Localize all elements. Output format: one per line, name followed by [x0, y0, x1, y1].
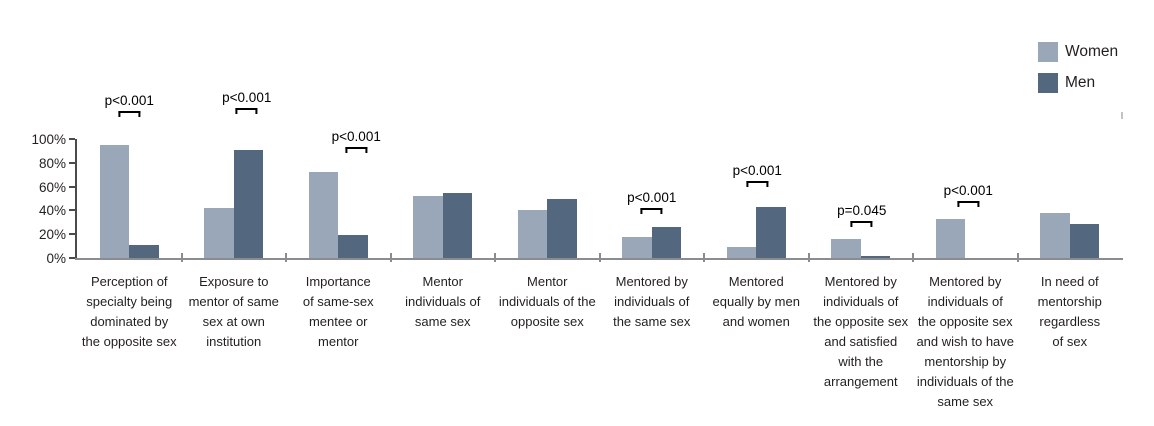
category-label: Mentored by individuals of the opposite … [813, 274, 909, 389]
significance-bracket [345, 147, 368, 153]
bar-group: p<0.001 [913, 139, 1018, 258]
p-value-annotation: p<0.001 [105, 93, 154, 117]
bar-women [831, 238, 861, 258]
bar-group [495, 139, 600, 258]
x-axis-tick [807, 253, 810, 262]
category-label: Mentored by individuals of the same sex [613, 274, 691, 329]
p-value-label: p=0.045 [837, 203, 887, 218]
y-axis-line [75, 139, 77, 260]
y-axis-tick-label: 0% [46, 251, 66, 266]
x-axis-tick [389, 253, 392, 262]
significance-bracket [957, 201, 980, 207]
legend-label-women: Women [1065, 43, 1119, 60]
p-value-label: p<0.001 [104, 93, 154, 108]
y-axis-tick [69, 209, 75, 212]
y-axis-tick [69, 233, 75, 236]
x-axis-tick [180, 253, 183, 262]
y-axis-tick-label: 100% [31, 132, 66, 147]
bar-men [233, 149, 264, 258]
category-label: Perception of specialty being dominated … [81, 274, 177, 349]
legend-label-men: Men [1065, 74, 1096, 91]
x-axis-tick [285, 253, 287, 262]
plot-area: p<0.001 p<0.001 p<0.001 p<0.001 p<0.001 p=0.0… [77, 90, 1123, 258]
legend: Women Men [1038, 42, 1118, 104]
significance-bracket [118, 111, 141, 117]
bar-men [860, 255, 891, 258]
category-label: Exposure to mentor of same sex at own in… [188, 274, 279, 349]
bar-group: p<0.001 [704, 139, 809, 258]
stray-artifact-mark [1121, 112, 1123, 119]
category-label: In need of mentorship regardless of sex [1037, 274, 1102, 349]
bar-group: p=0.045 [809, 139, 914, 258]
bar-women [204, 208, 234, 258]
y-axis-tick-label: 20% [38, 227, 66, 243]
x-axis-tick [494, 253, 496, 262]
category-label: Mentored by individuals of the opposite … [916, 274, 1015, 409]
category-label: Importance of same-sex mentee or mentor [302, 274, 374, 349]
x-axis-tick [1016, 253, 1019, 262]
p-value-annotation: p<0.001 [733, 163, 782, 187]
bar-men [651, 227, 682, 258]
bar-men [442, 192, 473, 258]
bar-women [413, 196, 443, 258]
y-axis-tick [69, 138, 75, 140]
p-value-label: p<0.001 [943, 183, 993, 198]
y-axis-tick-label: 80% [38, 155, 66, 171]
significance-bracket [746, 181, 769, 187]
x-axis-tick [912, 253, 914, 262]
men-color-swatch [1038, 73, 1058, 93]
bar-men [756, 206, 786, 258]
bar-women [517, 210, 548, 258]
bar-group: p<0.001 [77, 93, 182, 258]
y-axis-tick [69, 257, 75, 259]
bar-group [1018, 139, 1123, 258]
y-axis-tick-label: 60% [38, 179, 66, 195]
y-axis-tick [69, 185, 75, 188]
bar-women [622, 236, 652, 258]
bar-group: p<0.001 [286, 129, 391, 258]
y-axis-tick-label: 40% [38, 203, 66, 219]
p-value-annotation: p<0.001 [222, 90, 271, 114]
significance-bracket [640, 208, 663, 214]
bar-women [935, 218, 966, 258]
legend-item-women: Women [1038, 42, 1118, 62]
category-label: Mentor individuals of same sex [405, 274, 481, 329]
p-value-annotation: p<0.001 [332, 129, 381, 153]
significance-bracket [850, 221, 873, 227]
p-value-annotation: p<0.001 [627, 190, 676, 214]
x-axis-tick [703, 253, 705, 262]
bar-group [391, 139, 496, 258]
significance-bracket [235, 108, 258, 114]
bar-women [308, 172, 339, 258]
bar-group: p<0.001 [182, 90, 287, 258]
p-value-label: p<0.001 [732, 163, 782, 178]
p-value-label: p<0.001 [222, 90, 272, 105]
bar-men [547, 198, 577, 258]
bar-women [1040, 212, 1070, 258]
bar-men [1069, 223, 1100, 258]
women-color-swatch [1038, 42, 1058, 62]
bar-group: p<0.001 [600, 139, 705, 258]
category-label: Mentor individuals of the opposite sex [498, 274, 596, 329]
category-label: Mentored equally by men and women [712, 274, 800, 329]
x-axis-tick [598, 253, 601, 262]
category-label-row: Perception of specialty being dominated … [77, 272, 1122, 412]
y-axis-tick [69, 161, 75, 164]
bar-men [338, 235, 368, 258]
bar-women [726, 247, 757, 258]
bar-women [99, 144, 130, 258]
legend-item-men: Men [1038, 73, 1118, 93]
p-value-label: p<0.001 [331, 129, 381, 144]
p-value-annotation: p<0.001 [944, 183, 993, 207]
p-value-label: p<0.001 [627, 190, 677, 205]
bar-men [129, 244, 159, 258]
p-value-annotation: p=0.045 [837, 203, 886, 227]
